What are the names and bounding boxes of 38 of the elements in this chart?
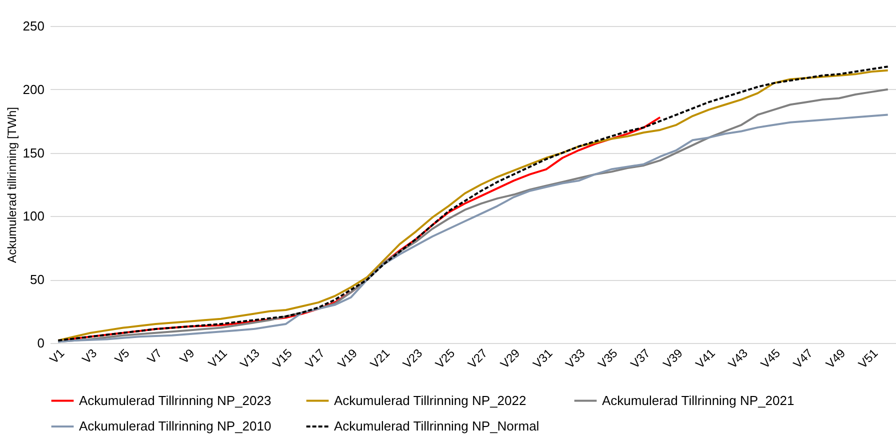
y-tick-label: 250 xyxy=(22,18,44,34)
x-tick-label: V17 xyxy=(302,346,328,372)
legend-label: Ackumulerad Tillrinning NP_Normal xyxy=(334,418,540,434)
x-tick-label: V5 xyxy=(112,346,132,366)
x-tick-label: V31 xyxy=(530,346,556,372)
legend-label: Ackumulerad Tillrinning NP_2022 xyxy=(334,392,526,408)
y-tick-label: 50 xyxy=(30,272,44,288)
x-tick-label: V29 xyxy=(498,346,523,372)
y-tick-label: 200 xyxy=(22,82,44,97)
x-tick-label: V23 xyxy=(400,346,426,372)
x-tick-label: V39 xyxy=(660,346,686,372)
x-tick-label: V45 xyxy=(758,346,784,372)
x-tick-label: V15 xyxy=(270,346,296,372)
x-tick-label: V21 xyxy=(368,346,393,372)
y-axis-title: Ackumulerad tillrinning [TWh] xyxy=(4,106,19,264)
legend-label: Ackumulerad Tillrinning NP_2023 xyxy=(79,392,272,408)
legend-label: Ackumulerad Tillrinning NP_2021 xyxy=(602,392,794,408)
x-tick-label: V7 xyxy=(144,346,165,366)
x-tick-label: V19 xyxy=(334,346,360,372)
x-tick-label: V35 xyxy=(595,346,620,372)
x-tick-label: V27 xyxy=(465,346,490,372)
x-tick-label: V33 xyxy=(562,346,588,372)
x-tick-label: V49 xyxy=(823,346,848,372)
x-tick-label: V13 xyxy=(237,346,263,372)
x-tick-label: V3 xyxy=(79,346,100,366)
x-tick-label: V37 xyxy=(628,346,654,372)
x-tick-label: V11 xyxy=(205,346,230,370)
x-tick-label: V43 xyxy=(725,346,751,372)
x-tick-label: V25 xyxy=(432,346,458,372)
x-tick-label: V1 xyxy=(46,346,68,366)
x-tick-label: V41 xyxy=(692,346,718,372)
x-tick-label: V51 xyxy=(856,346,881,372)
y-tick-label: 150 xyxy=(22,145,44,160)
x-tick-label: V47 xyxy=(790,346,816,372)
y-tick-label: 0 xyxy=(37,336,44,350)
legend-label: Ackumulerad Tillrinning NP_2010 xyxy=(79,418,272,434)
y-tick-label: 100 xyxy=(22,208,44,224)
x-tick-label: V9 xyxy=(176,346,198,366)
